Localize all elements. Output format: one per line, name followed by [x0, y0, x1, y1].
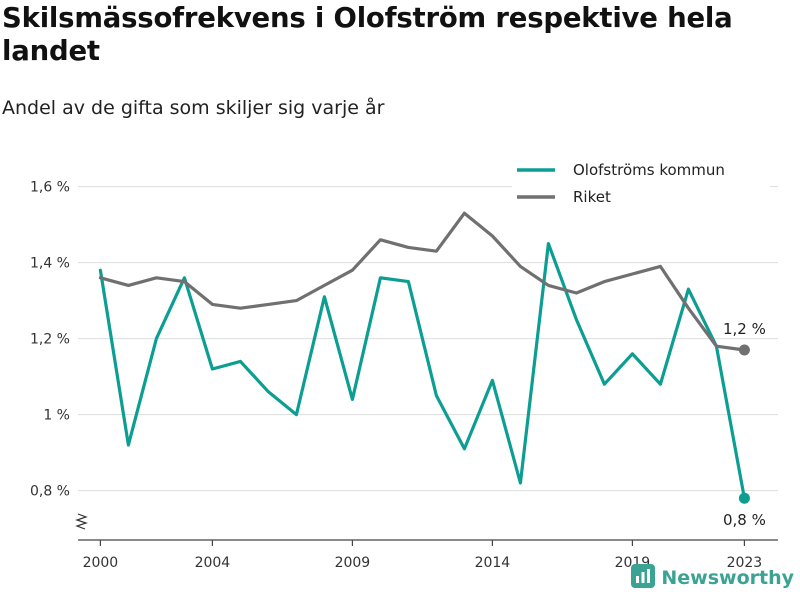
y-axis-break-icon: [75, 513, 88, 530]
y-tick-label: 1,4 %: [30, 256, 70, 272]
legend-background: [512, 154, 770, 210]
y-tick-label: 1,2 %: [30, 332, 70, 348]
series-line-riket: [98, 211, 747, 352]
end-label-olofstrom: 0,8 %: [723, 511, 766, 529]
end-label-riket: 1,2 %: [723, 320, 766, 338]
series-line-olofstrom: [98, 242, 747, 500]
chart-subtitle: Andel av de gifta som skiljer sig varje …: [2, 97, 385, 119]
x-tick-label: 2023: [727, 555, 763, 571]
y-tick-label: 0,8 %: [30, 484, 70, 500]
newsworthy-logo-text: Newsworthy: [661, 567, 794, 589]
legend-label: Riket: [573, 188, 611, 206]
chart-title: Skilsmässofrekvens i Olofström respektiv…: [2, 2, 733, 67]
series-end-point: [738, 492, 750, 504]
x-tick-label: 2004: [195, 555, 231, 571]
x-tick-label: 2009: [335, 555, 371, 571]
newsworthy-logo: Newsworthy: [631, 564, 794, 592]
y-tick-label: 1,6 %: [30, 180, 70, 196]
x-tick-label: 2000: [83, 555, 119, 571]
x-tick-label: 2014: [475, 555, 511, 571]
newsworthy-logo-icon: [631, 564, 656, 592]
y-tick-label: 1 %: [43, 408, 70, 424]
legend-label: Olofströms kommun: [573, 161, 725, 179]
series-end-point: [738, 344, 750, 356]
